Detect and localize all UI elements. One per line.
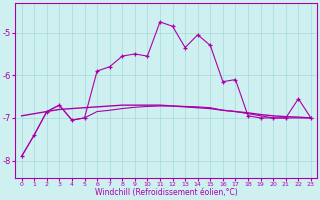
X-axis label: Windchill (Refroidissement éolien,°C): Windchill (Refroidissement éolien,°C) (95, 188, 238, 197)
